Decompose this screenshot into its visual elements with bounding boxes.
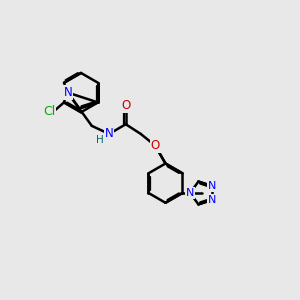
Text: N: N: [105, 128, 113, 140]
Text: H: H: [97, 135, 104, 146]
Text: N: N: [63, 86, 72, 99]
Text: N: N: [186, 188, 194, 198]
Text: O: O: [121, 99, 130, 112]
Text: O: O: [151, 139, 160, 152]
Text: N: N: [208, 195, 216, 205]
Text: N: N: [208, 181, 216, 191]
Text: Cl: Cl: [43, 105, 55, 118]
